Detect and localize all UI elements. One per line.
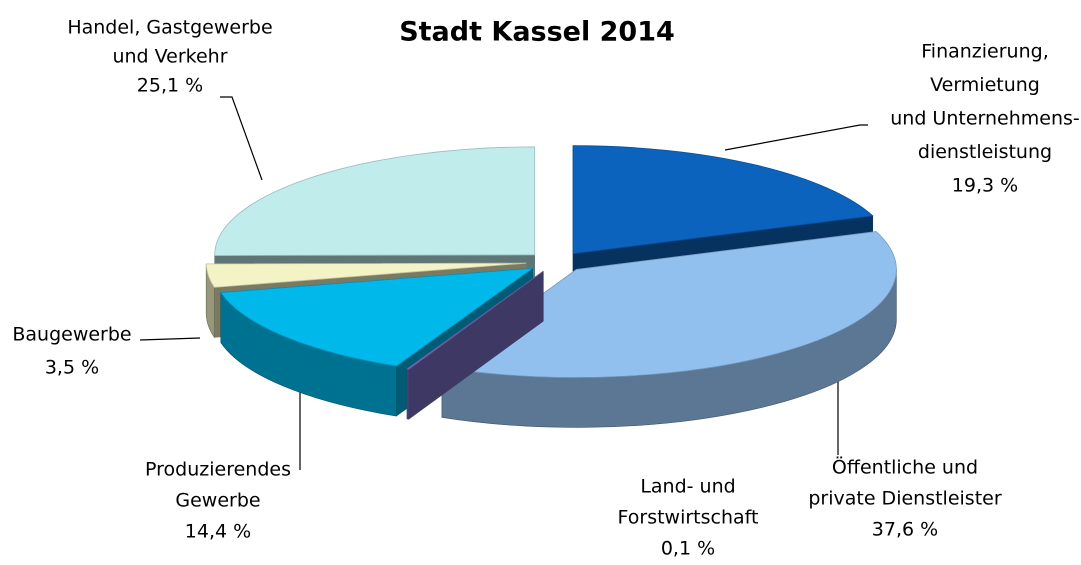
labels: Finanzierung, Vermietung und Unternehmens-… [12, 17, 1079, 560]
category-label: Produzierendes [145, 459, 291, 481]
category-label: private Dienstleister [808, 488, 1001, 510]
leader-line [220, 97, 262, 180]
category-label: Öffentliche und [832, 456, 978, 479]
category-label: dienstleistung [918, 141, 1052, 163]
value-label: 0,1 % [661, 538, 715, 560]
leader-line [725, 125, 868, 150]
slice-side [407, 369, 409, 419]
value-label: 25,1 % [137, 75, 203, 97]
category-label: Finanzierung, [921, 41, 1049, 63]
category-label: Baugewerbe [12, 324, 131, 346]
category-label: Vermietung [930, 74, 1040, 96]
category-label: Forstwirtschaft [618, 507, 759, 529]
category-label: Land- und [640, 476, 735, 498]
category-label: und Verkehr [112, 46, 227, 68]
value-label: 19,3 % [952, 175, 1018, 197]
category-label: Gewerbe [175, 490, 260, 512]
leader-line [140, 338, 200, 340]
value-label: 14,4 % [185, 521, 251, 543]
chart-title: Stadt Kassel 2014 [399, 17, 675, 48]
category-label: Handel, Gastgewerbe [67, 17, 272, 39]
value-label: 37,6 % [872, 519, 938, 541]
category-label: und Unternehmens- [890, 108, 1080, 130]
value-label: 3,5 % [45, 357, 99, 379]
pie [206, 146, 896, 428]
slice [215, 147, 535, 256]
